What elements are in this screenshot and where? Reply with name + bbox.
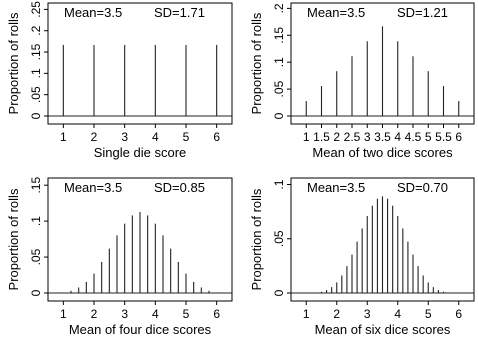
plot-frame (47, 2, 233, 125)
x-tick-label: 3 (121, 307, 128, 321)
x-tick-label: 3 (364, 130, 371, 144)
x-tick-label: 2 (333, 130, 340, 144)
x-tick-label: 4 (152, 307, 159, 321)
sd-annotation: SD=1.21 (397, 5, 448, 20)
y-tick-label: .1 (272, 179, 286, 189)
x-tick-label: 1 (303, 307, 310, 321)
x-tick-label: 3.5 (374, 130, 391, 144)
y-tick-label: .1 (29, 216, 43, 226)
x-tick-label: 4.5 (405, 130, 422, 144)
x-tick-label: 3 (364, 307, 371, 321)
x-tick-label: 5 (183, 130, 190, 144)
x-tick-label: 1 (303, 130, 310, 144)
x-tick-label: 6 (213, 307, 220, 321)
x-axis-title: Mean of two dice scores (312, 145, 453, 160)
plot-frame (47, 177, 233, 302)
x-tick-label: 5 (183, 307, 190, 321)
x-tick-label: 6 (455, 130, 462, 144)
x-tick-label: 3 (121, 130, 128, 144)
y-tick-label: 0 (272, 289, 286, 296)
chart-panel-2: 1 1.5 2 2.5 3 3.5 4 4.5 5 5.5 6 0 .05 .1 .15 .2 Mean of … (249, 2, 475, 160)
y-tick-label: .15 (272, 27, 286, 44)
chart-panel-3: 1 2 3 4 5 6 0 .05 .1 .15 Mean of four dice scores P… (6, 177, 233, 337)
x-tick-label: 5 (425, 130, 432, 144)
y-tick-label: .15 (29, 177, 43, 194)
x-tick-label: 2 (91, 307, 98, 321)
x-tick-label: 6 (213, 130, 220, 144)
x-tick-label: 2.5 (344, 130, 361, 144)
y-tick-label: .1 (29, 68, 43, 78)
x-tick-label: 1 (60, 130, 67, 144)
x-axis-title: Mean of four dice scores (69, 322, 212, 337)
mean-annotation: Mean=3.5 (64, 180, 122, 195)
y-axis-title: Proportion of rolls (249, 188, 264, 290)
y-tick-label: .1 (272, 57, 286, 67)
y-axis-title: Proportion of rolls (6, 188, 21, 290)
y-axis-title: Proportion of rolls (249, 12, 264, 114)
x-tick-label: 2 (91, 130, 98, 144)
x-tick-label: 6 (455, 307, 462, 321)
x-tick-label: 4 (394, 307, 401, 321)
mean-annotation: Mean=3.5 (64, 5, 122, 20)
x-axis-title: Mean of six dice scores (315, 322, 451, 337)
y-tick-label: 0 (272, 112, 286, 119)
sd-annotation: SD=0.85 (154, 180, 205, 195)
y-tick-label: .05 (29, 86, 43, 103)
chart-panel-1: 1 2 3 4 5 6 0 .05 .1 .15 .2 .25 Single die score Prop… (6, 1, 233, 160)
y-tick-label: .05 (272, 230, 286, 247)
chart-panel-4: 1 2 3 4 5 6 0 .05 .1 Mean of six dice scores Propo… (249, 177, 475, 337)
sd-annotation: SD=1.71 (154, 5, 205, 20)
mean-annotation: Mean=3.5 (307, 5, 365, 20)
plot-frame (290, 177, 475, 302)
x-tick-label: 1.5 (313, 130, 330, 144)
x-tick-label: 4 (394, 130, 401, 144)
y-axis-title: Proportion of rolls (6, 12, 21, 114)
x-tick-label: 2 (333, 307, 340, 321)
y-tick-label: .05 (272, 80, 286, 97)
x-axis-title: Single die score (94, 145, 187, 160)
y-tick-label: .2 (272, 3, 286, 13)
y-tick-label: 0 (29, 112, 43, 119)
x-tick-label: 4 (152, 130, 159, 144)
y-tick-label: .25 (29, 1, 43, 18)
x-tick-label: 1 (60, 307, 67, 321)
x-tick-label: 5.5 (435, 130, 452, 144)
y-tick-label: 0 (29, 289, 43, 296)
y-tick-label: .15 (29, 43, 43, 60)
y-tick-label: .05 (29, 248, 43, 265)
x-tick-label: 5 (425, 307, 432, 321)
y-tick-label: .2 (29, 25, 43, 35)
sd-annotation: SD=0.70 (397, 180, 448, 195)
mean-annotation: Mean=3.5 (307, 180, 365, 195)
